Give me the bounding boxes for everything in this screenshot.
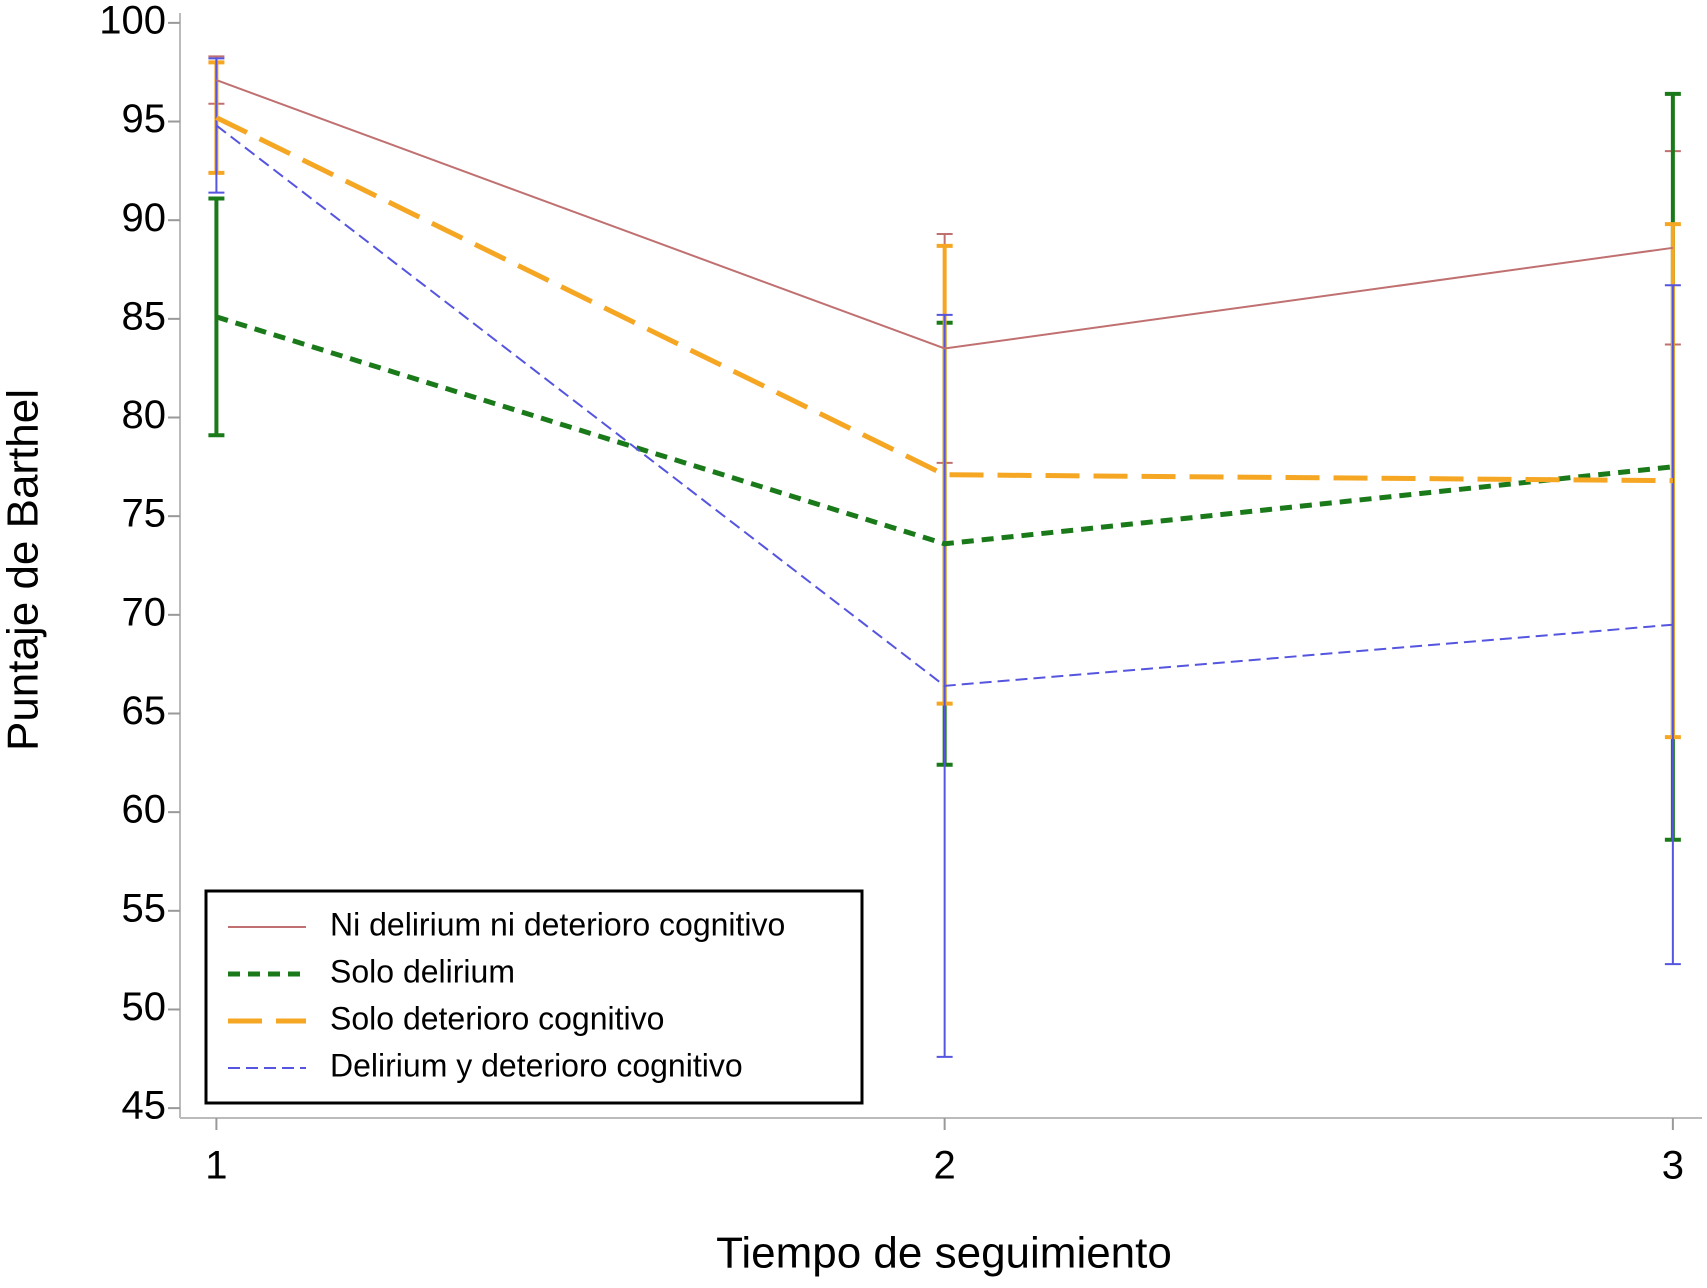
y-tick-label: 55	[122, 886, 167, 930]
x-axis-label: Tiempo de seguimiento	[716, 1229, 1172, 1278]
legend-label: Ni delirium ni deterioro cognitivo	[330, 906, 785, 942]
x-tick-label: 1	[205, 1144, 227, 1188]
legend-label: Solo deterioro cognitivo	[330, 1000, 664, 1036]
y-tick-label: 70	[122, 590, 167, 634]
y-tick-label: 50	[122, 985, 167, 1029]
legend-label: Solo delirium	[330, 953, 515, 989]
y-tick-label: 95	[122, 97, 167, 141]
legend-box	[204, 889, 864, 1105]
legend-label: Delirium y deterioro cognitivo	[330, 1047, 743, 1083]
x-tick-label: 3	[1662, 1144, 1684, 1188]
series-line	[215, 314, 1674, 547]
series-line	[216, 79, 1674, 350]
y-tick-label: 60	[122, 788, 167, 832]
y-tick-label: 85	[122, 294, 167, 338]
y-tick-label: 65	[122, 689, 167, 733]
y-axis-label: Puntaje de Barthel	[0, 389, 48, 751]
y-tick-label: 90	[122, 196, 167, 240]
y-tick-label: 80	[122, 393, 167, 437]
y-tick-label: 75	[122, 492, 167, 536]
y-tick-label: 100	[99, 0, 166, 42]
series-line	[215, 115, 1673, 484]
series-line	[215, 124, 1673, 687]
x-tick-label: 2	[934, 1144, 956, 1188]
y-tick-label: 45	[122, 1084, 167, 1128]
